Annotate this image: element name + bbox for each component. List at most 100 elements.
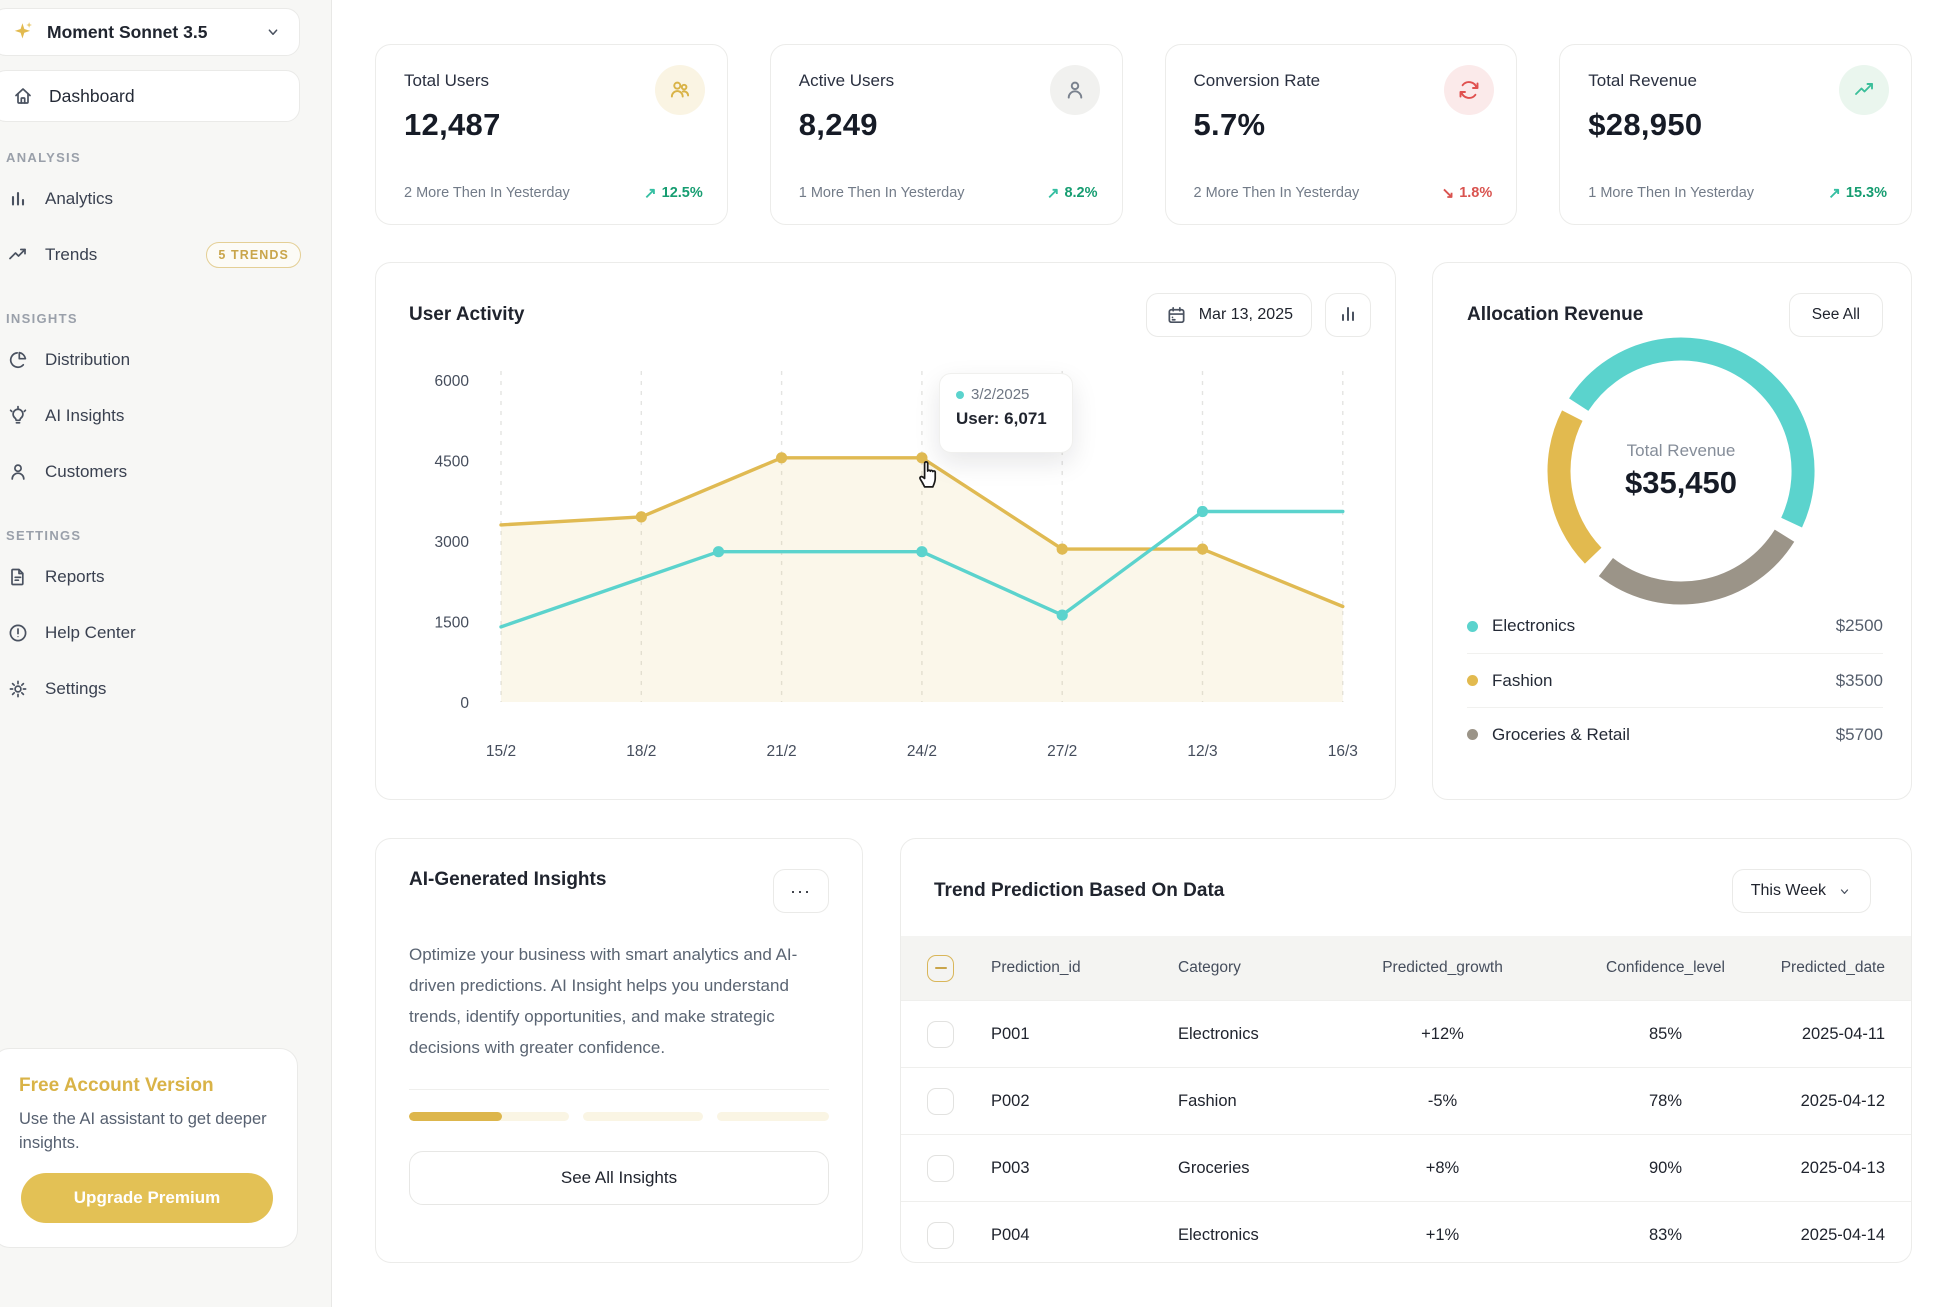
stat-card-total-users: Total Users 12,487 2 More Then In Yester… bbox=[375, 44, 728, 225]
legend-item-electronics: Electronics $2500 bbox=[1467, 599, 1883, 653]
progress-segment bbox=[583, 1112, 703, 1121]
row-checkbox[interactable] bbox=[927, 1087, 954, 1115]
trending-up-icon bbox=[6, 244, 30, 266]
sidebar-item-label: Settings bbox=[45, 679, 107, 698]
allocation-legend: Electronics $2500 Fashion $3500 Grocerie… bbox=[1467, 599, 1883, 761]
row-checkbox[interactable] bbox=[927, 1020, 954, 1048]
cell-date: 2025-04-14 bbox=[1800, 1225, 1885, 1244]
donut-center-label: Total Revenue $35,450 bbox=[1531, 321, 1831, 621]
cell-prediction-id: P002 bbox=[991, 1091, 1030, 1110]
user-icon bbox=[1049, 65, 1100, 115]
cell-category: Electronics bbox=[1178, 1024, 1259, 1043]
column-header: Predicted_date bbox=[1780, 959, 1885, 976]
chevron-down-icon[interactable] bbox=[261, 23, 285, 41]
table-row[interactable]: P001 Electronics +12% 85% 2025-04-11 bbox=[901, 1000, 1911, 1067]
svg-text:24/2: 24/2 bbox=[907, 743, 937, 760]
cell-confidence: 83% bbox=[1648, 1225, 1683, 1244]
cell-category: Groceries bbox=[1178, 1158, 1250, 1177]
stat-change: ↗ 15.3% bbox=[1828, 185, 1887, 202]
legend-name: Electronics bbox=[1492, 616, 1576, 635]
arrow-up-right-icon: ↗ bbox=[644, 185, 657, 202]
sidebar-item-trends[interactable]: Trends 5 TRENDS bbox=[4, 227, 331, 283]
see-all-insights-button[interactable]: See All Insights bbox=[409, 1151, 829, 1205]
svg-text:0: 0 bbox=[460, 695, 469, 712]
column-header: Category bbox=[1178, 959, 1241, 976]
lightbulb-icon bbox=[6, 405, 30, 427]
trends-count-badge: 5 TRENDS bbox=[206, 242, 301, 268]
legend-name: Groceries & Retail bbox=[1492, 724, 1630, 744]
sidebar-item-customers[interactable]: Customers bbox=[4, 444, 331, 500]
stat-card-active-users: Active Users 8,249 1 More Then In Yester… bbox=[769, 44, 1123, 225]
arrow-up-right-icon: ↗ bbox=[1828, 185, 1841, 202]
user-icon bbox=[6, 461, 30, 483]
stat-change: ↗ 8.2% bbox=[1046, 185, 1098, 202]
column-header: Predicted_growth bbox=[1382, 959, 1503, 976]
upgrade-description: Use the AI assistant to get deeper insig… bbox=[19, 1110, 267, 1152]
trend-table-title: Trend Prediction Based On Data bbox=[934, 880, 1225, 901]
stat-subtitle: 1 More Then In Yesterday bbox=[798, 185, 965, 201]
tooltip-value: User: 6,071 bbox=[956, 409, 1047, 428]
chevron-down-icon bbox=[1836, 884, 1852, 899]
upgrade-premium-button[interactable]: Upgrade Premium bbox=[21, 1173, 273, 1223]
legend-value: $2500 bbox=[1835, 616, 1883, 635]
table-row[interactable]: P003 Groceries +8% 90% 2025-04-13 bbox=[901, 1134, 1911, 1201]
main-content: Total Users 12,487 2 More Then In Yester… bbox=[332, 0, 1960, 1307]
arrow-down-right-icon: ↘ bbox=[1441, 185, 1455, 202]
stat-subtitle: 2 More Then In Yesterday bbox=[404, 185, 570, 201]
table-row[interactable]: P004 Electronics +1% 83% 2025-04-14 bbox=[901, 1201, 1911, 1262]
stat-title: Total Users bbox=[404, 71, 490, 90]
sidebar: Moment Sonnet 3.5 Dashboard ANALYSIS Ana… bbox=[0, 0, 332, 1307]
date-picker-button[interactable]: Mar 13, 2025 bbox=[1145, 293, 1312, 337]
stat-value: 12,487 bbox=[404, 107, 501, 142]
sidebar-item-label: Distribution bbox=[45, 350, 131, 369]
cell-date: 2025-04-13 bbox=[1800, 1158, 1885, 1177]
stat-value: 8,249 bbox=[798, 107, 878, 142]
cell-date: 2025-04-11 bbox=[1801, 1024, 1885, 1043]
column-header: Prediction_id bbox=[991, 959, 1081, 976]
stat-subtitle: 1 More Then In Yesterday bbox=[1588, 185, 1755, 201]
cell-prediction-id: P001 bbox=[991, 1024, 1030, 1043]
select-all-checkbox[interactable] bbox=[927, 954, 954, 982]
sidebar-item-label: Reports bbox=[45, 567, 105, 586]
sidebar-item-ai-insights[interactable]: AI Insights bbox=[4, 388, 331, 444]
cell-prediction-id: P003 bbox=[991, 1158, 1030, 1177]
sidebar-item-dashboard[interactable]: Dashboard bbox=[0, 70, 300, 122]
user-activity-card: User Activity Mar 13, 2025 15/2 18/2 21/2 2… bbox=[375, 262, 1396, 800]
sidebar-item-label: Dashboard bbox=[49, 85, 135, 106]
sidebar-item-settings[interactable]: Settings bbox=[4, 661, 331, 717]
see-all-button[interactable]: See All bbox=[1788, 293, 1883, 337]
sidebar-item-analytics[interactable]: Analytics bbox=[4, 171, 331, 227]
insights-progress bbox=[409, 1112, 829, 1121]
cell-growth: -5% bbox=[1427, 1091, 1458, 1110]
cell-category: Fashion bbox=[1178, 1091, 1237, 1110]
cell-growth: +1% bbox=[1425, 1225, 1460, 1244]
stat-change: ↗ 12.5% bbox=[644, 185, 703, 202]
allocation-donut-chart bbox=[1531, 321, 1831, 621]
tooltip-date: 3/2/2025 bbox=[971, 386, 1030, 403]
ai-insights-card: AI-Generated Insights ... Optimize your … bbox=[375, 838, 863, 1263]
more-options-button[interactable]: ... bbox=[773, 869, 829, 913]
legend-item-fashion: Fashion $3500 bbox=[1467, 653, 1883, 707]
week-filter-dropdown[interactable]: This Week bbox=[1731, 869, 1871, 913]
user-activity-title: User Activity bbox=[409, 304, 525, 325]
model-selector[interactable]: Moment Sonnet 3.5 bbox=[0, 8, 300, 56]
cell-growth: +8% bbox=[1425, 1158, 1460, 1177]
trend-prediction-card: Trend Prediction Based On Data This Week… bbox=[900, 838, 1912, 1263]
sidebar-item-reports[interactable]: Reports bbox=[4, 549, 331, 605]
svg-text:6000: 6000 bbox=[435, 373, 470, 390]
table-row[interactable]: P002 Fashion -5% 78% 2025-04-12 bbox=[901, 1067, 1911, 1134]
users-icon bbox=[654, 65, 705, 115]
sidebar-item-help-center[interactable]: Help Center bbox=[4, 605, 331, 661]
sidebar-item-distribution[interactable]: Distribution bbox=[4, 332, 331, 388]
chart-type-button[interactable] bbox=[1325, 293, 1371, 337]
sidebar-item-label: Analytics bbox=[45, 189, 114, 208]
legend-value: $5700 bbox=[1835, 724, 1883, 744]
row-checkbox[interactable] bbox=[927, 1154, 954, 1182]
cell-confidence: 90% bbox=[1648, 1158, 1683, 1177]
svg-text:16/3: 16/3 bbox=[1328, 743, 1358, 760]
cell-prediction-id: P004 bbox=[991, 1225, 1030, 1244]
gear-icon bbox=[6, 678, 30, 700]
row-checkbox[interactable] bbox=[927, 1221, 954, 1249]
total-revenue-label: Total Revenue bbox=[1626, 441, 1736, 460]
trending-up-icon bbox=[1839, 65, 1889, 115]
